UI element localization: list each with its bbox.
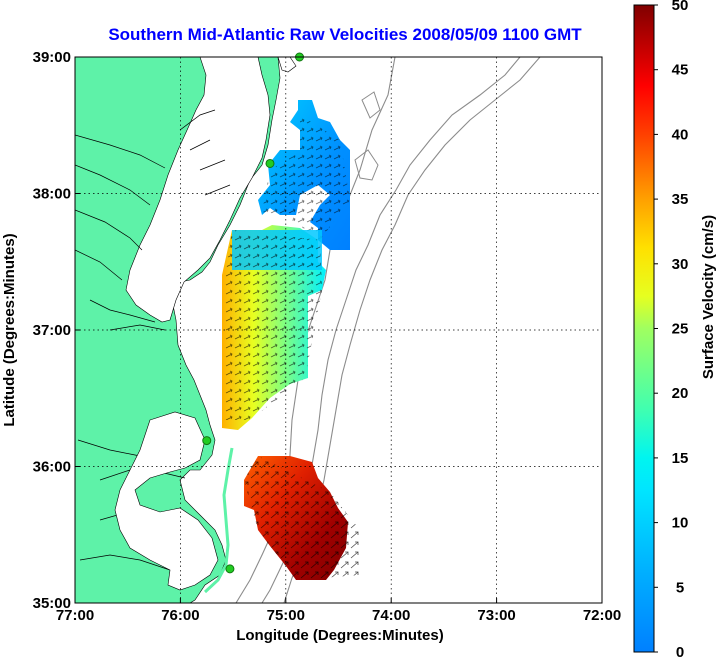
x-tick-label: 76:00: [161, 607, 199, 624]
x-tick-label: 74:00: [372, 607, 410, 624]
colorbar-tick-label: 40: [672, 126, 689, 143]
velocity-field-north-arrows: [262, 115, 350, 240]
y-axis-ticks: 39:00 38:00 37:00 36:00 35:00: [33, 49, 80, 612]
x-tick-label: 75:00: [267, 607, 305, 624]
map-title: Southern Mid-Atlantic Raw Velocities 200…: [108, 25, 582, 44]
colorbar-tick-label: 45: [672, 62, 689, 79]
colorbar-tick-label: 15: [672, 450, 689, 467]
colorbar-tick-label: 5: [676, 579, 684, 596]
y-tick-label: 35:00: [33, 595, 71, 612]
x-axis-label: Longitude (Degrees:Minutes): [236, 627, 444, 644]
barrier-islands: [203, 447, 234, 594]
y-axis-label: Latitude (Degrees:Minutes): [1, 233, 18, 426]
x-tick-label: 72:00: [583, 607, 621, 624]
colorbar-tick-label: 30: [672, 256, 689, 273]
colorbar-tick-label: 50: [672, 0, 689, 14]
velocity-field-south-arrows: [244, 456, 360, 580]
chesapeake-bay: [125, 57, 271, 323]
colorbar-tick-label: 0: [676, 644, 684, 659]
colorbar-tick-label: 35: [672, 191, 689, 208]
station-marker: [202, 436, 212, 446]
colorbar: [633, 4, 655, 653]
velocity-field-central-arrows: [225, 230, 322, 420]
map-grid: [75, 57, 602, 603]
station-markers: [202, 52, 305, 574]
colorbar-tick-label: 20: [672, 385, 689, 402]
station-marker: [225, 564, 235, 574]
station-marker: [265, 158, 275, 168]
y-tick-label: 39:00: [33, 49, 71, 66]
y-tick-label: 37:00: [33, 322, 71, 339]
x-tick-label: 73:00: [477, 607, 515, 624]
bathymetry-contour: [354, 91, 381, 181]
colorbar-tick-label: 10: [672, 515, 689, 532]
y-tick-label: 38:00: [33, 186, 71, 203]
x-tick-label: 77:00: [56, 607, 94, 624]
delaware-bay: [277, 57, 297, 73]
pamlico-sound: [114, 411, 219, 591]
x-axis-ticks: 77:00 76:00 75:00 74:00 73:00 72:00: [56, 598, 621, 624]
colorbar-label: Surface Velocity (cm/s): [700, 215, 717, 379]
colorbar-tick-label: 25: [672, 321, 689, 338]
y-tick-label: 36:00: [33, 459, 71, 476]
